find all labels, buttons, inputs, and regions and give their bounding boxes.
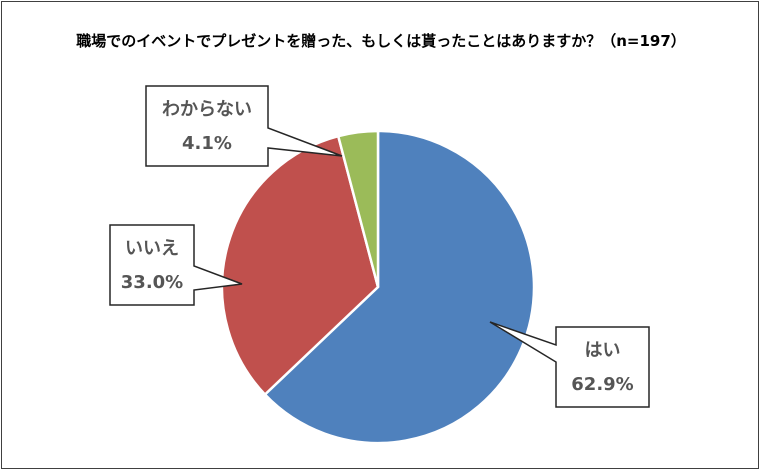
callout-3: わからない 4.1% xyxy=(145,85,343,167)
pie-slices xyxy=(220,129,536,445)
callout-1: はい 62.9% xyxy=(489,321,650,408)
callout-box-1 xyxy=(489,321,650,408)
slice-label-3: わからない xyxy=(162,99,252,120)
callout-2: いいえ 33.0% xyxy=(109,224,243,306)
slice-value-1: 62.9% xyxy=(571,374,633,395)
pie-callouts: はい 62.9% いいえ 33.0% わからない 4.1% xyxy=(109,85,650,408)
callout-box-2 xyxy=(109,224,243,306)
slice-value-3: 4.1% xyxy=(182,133,232,154)
slice-label-1: はい xyxy=(585,340,621,361)
slice-label-2: いいえ xyxy=(125,238,179,259)
chart-title: 職場でのイベントでプレゼントを贈った、もしくは貰ったことはありますか？（n=19… xyxy=(76,32,686,50)
callout-box-3 xyxy=(145,85,343,167)
pie-slice-3 xyxy=(337,129,380,289)
slice-value-2: 33.0% xyxy=(121,272,183,293)
pie-slice-1 xyxy=(263,129,536,445)
